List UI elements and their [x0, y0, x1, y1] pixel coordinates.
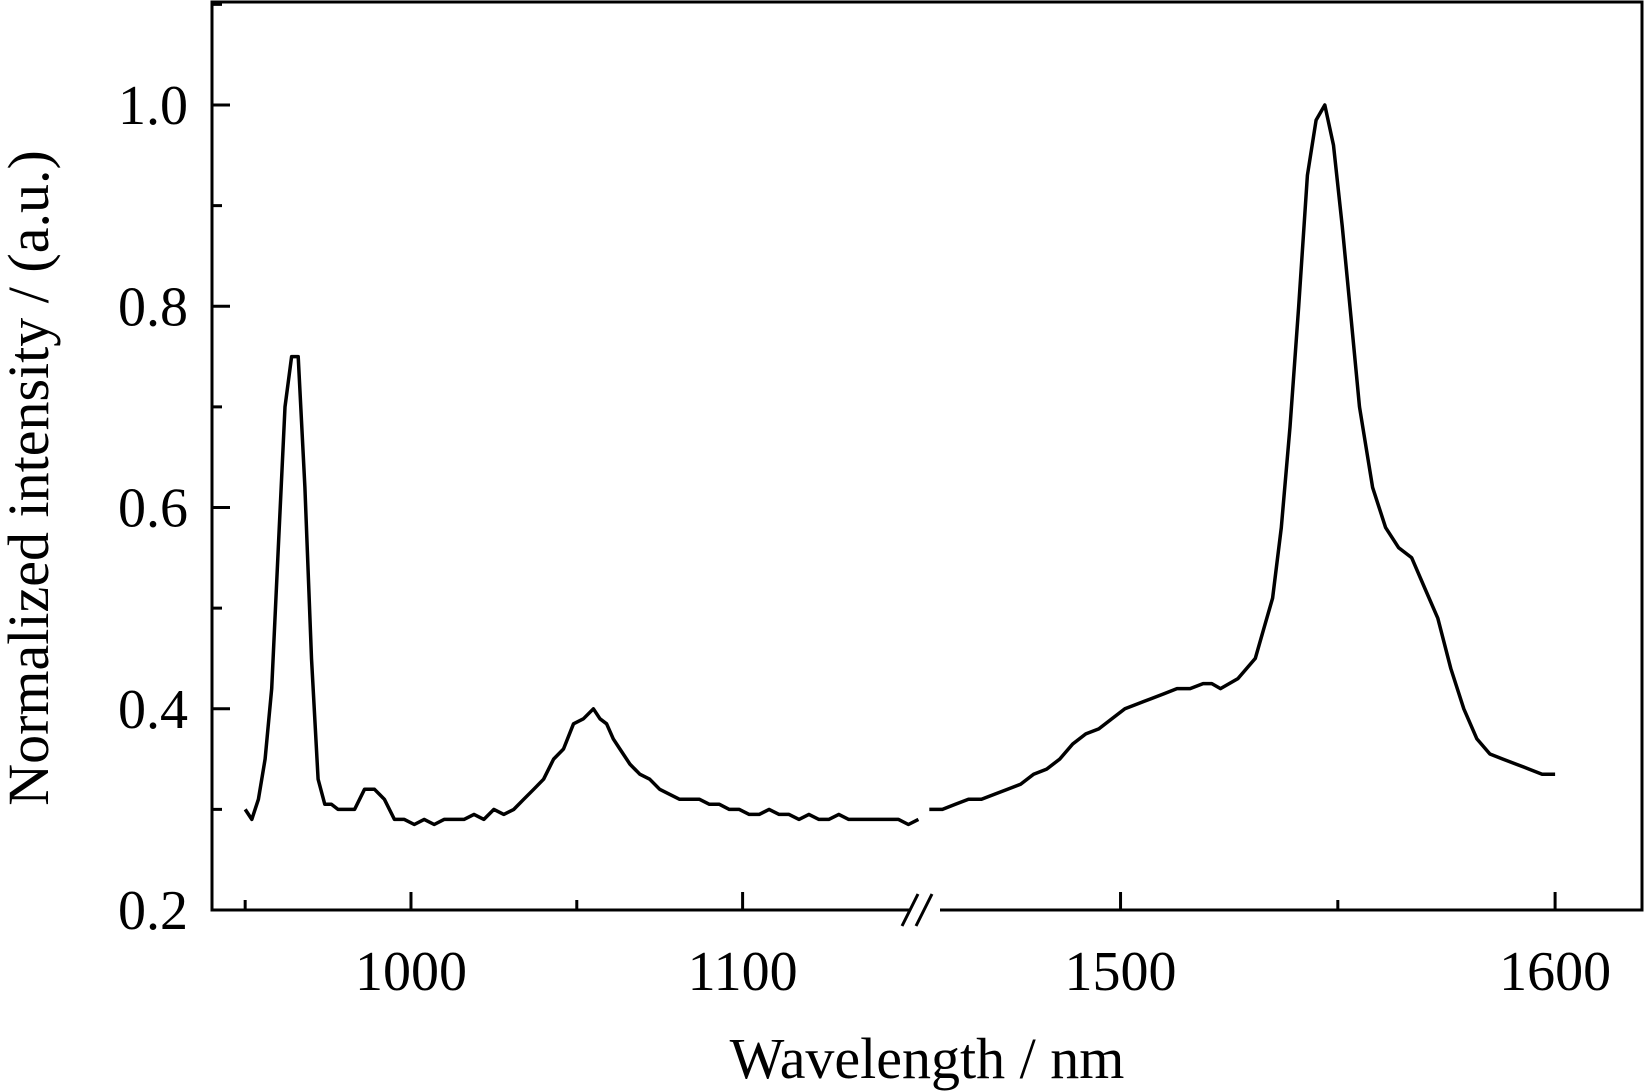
axis-ticks: [212, 2, 1557, 912]
x-tick-label: 1000: [355, 941, 467, 1003]
x-tick-label: 1100: [688, 941, 798, 1003]
y-tick-label: 0.6: [118, 478, 188, 540]
y-tick-label: 0.8: [118, 276, 188, 338]
x-tick-label: 1600: [1499, 941, 1611, 1003]
y-tick-label: 0.4: [118, 679, 188, 741]
spectrum-line: [243, 354, 920, 827]
x-axis-label: Wavelength / nm: [730, 1026, 1125, 1091]
axis-break-slash: [914, 893, 934, 927]
axis-break-slash: [900, 893, 920, 927]
y-tick-label: 0.2: [118, 880, 188, 942]
y-tick-label: 1.0: [118, 75, 188, 137]
x-tick-label: 1500: [1065, 941, 1177, 1003]
spectrum-line: [929, 103, 1556, 812]
axis-tick-labels: 0.2 0.4 0.6 0.8 1.0 1000 1100 1500 1600: [118, 75, 1611, 1003]
series-lines: [243, 103, 1556, 827]
y-axis-label: Normalized intensity / (a.u.): [0, 150, 61, 806]
axis-break-mark: [900, 893, 940, 927]
plot-frame: [210, 0, 1644, 912]
